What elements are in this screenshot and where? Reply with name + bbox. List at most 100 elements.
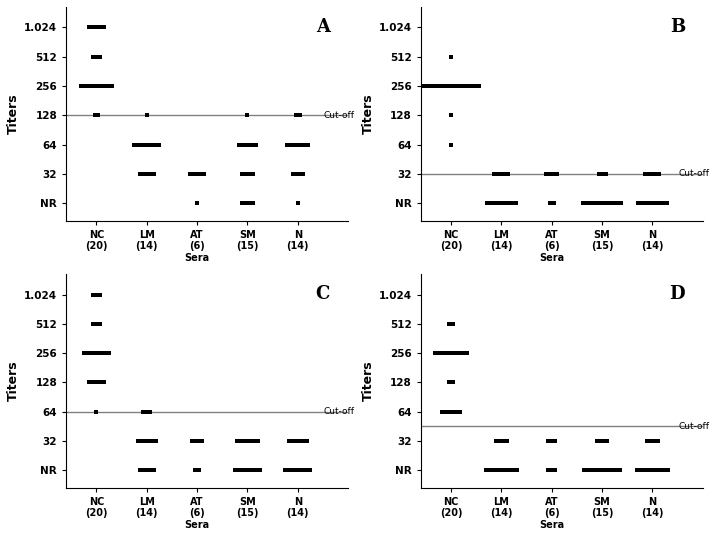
Point: [292, 140, 303, 149]
Point: [549, 437, 561, 445]
Point: [640, 199, 651, 207]
Point: [83, 378, 95, 387]
Point: [87, 53, 99, 61]
Point: [489, 199, 500, 207]
Point: [94, 23, 106, 32]
Point: [591, 199, 603, 207]
Point: [593, 170, 605, 178]
Point: [586, 466, 597, 475]
Point: [299, 140, 311, 149]
Point: [505, 466, 516, 475]
Point: [503, 170, 514, 178]
Point: [96, 349, 108, 358]
Point: [193, 437, 205, 445]
Point: [136, 140, 147, 149]
Text: D: D: [669, 285, 685, 303]
Point: [436, 408, 448, 416]
Point: [614, 466, 626, 475]
Point: [252, 437, 264, 445]
Point: [298, 437, 309, 445]
Point: [98, 23, 109, 32]
Point: [294, 170, 306, 178]
Point: [143, 437, 155, 445]
Point: [598, 437, 610, 445]
Point: [501, 466, 513, 475]
Point: [244, 466, 255, 475]
Point: [188, 170, 199, 178]
Point: [98, 378, 109, 387]
Point: [91, 291, 102, 299]
Point: [445, 82, 457, 90]
Point: [649, 466, 660, 475]
Point: [184, 170, 196, 178]
Point: [247, 466, 259, 475]
Point: [431, 82, 443, 90]
Point: [429, 349, 441, 358]
Point: [89, 349, 101, 358]
Point: [143, 140, 155, 149]
Point: [75, 82, 86, 90]
Point: [543, 466, 554, 475]
Text: Cut-off: Cut-off: [324, 407, 355, 416]
Point: [493, 170, 504, 178]
Point: [290, 466, 302, 475]
Point: [141, 170, 152, 178]
Point: [433, 349, 444, 358]
Point: [240, 170, 252, 178]
Point: [451, 349, 462, 358]
Point: [439, 82, 450, 90]
Point: [240, 199, 252, 207]
Point: [134, 466, 145, 475]
Point: [610, 466, 622, 475]
Point: [541, 170, 552, 178]
Point: [91, 320, 102, 328]
Point: [78, 349, 90, 358]
Point: [294, 111, 306, 120]
Y-axis label: Titers: Titers: [7, 93, 20, 134]
Point: [454, 349, 466, 358]
Point: [490, 437, 502, 445]
Point: [417, 82, 429, 90]
Point: [440, 349, 452, 358]
Point: [650, 199, 661, 207]
Point: [193, 466, 205, 475]
Point: [498, 466, 509, 475]
Point: [290, 170, 302, 178]
Point: [83, 23, 95, 32]
Point: [129, 140, 140, 149]
Point: [301, 437, 312, 445]
Text: Cut-off: Cut-off: [679, 422, 710, 431]
Point: [493, 199, 504, 207]
Point: [577, 199, 588, 207]
Point: [87, 320, 99, 328]
Point: [615, 199, 627, 207]
Point: [287, 466, 298, 475]
Point: [303, 140, 314, 149]
Point: [428, 82, 439, 90]
Point: [296, 140, 307, 149]
Point: [644, 199, 655, 207]
Point: [603, 466, 615, 475]
Point: [638, 466, 649, 475]
Point: [137, 466, 149, 475]
Point: [89, 82, 101, 90]
Point: [544, 170, 556, 178]
Point: [247, 140, 259, 149]
Point: [91, 53, 102, 61]
Point: [645, 437, 656, 445]
Point: [652, 466, 664, 475]
Point: [147, 437, 158, 445]
Point: [233, 140, 244, 149]
Point: [584, 199, 595, 207]
Point: [283, 437, 295, 445]
Point: [543, 437, 554, 445]
Point: [190, 437, 201, 445]
Point: [435, 82, 446, 90]
Point: [454, 408, 466, 416]
Point: [444, 378, 455, 387]
Point: [290, 111, 302, 120]
Point: [506, 199, 518, 207]
Point: [190, 466, 201, 475]
Point: [191, 170, 203, 178]
Point: [141, 466, 152, 475]
